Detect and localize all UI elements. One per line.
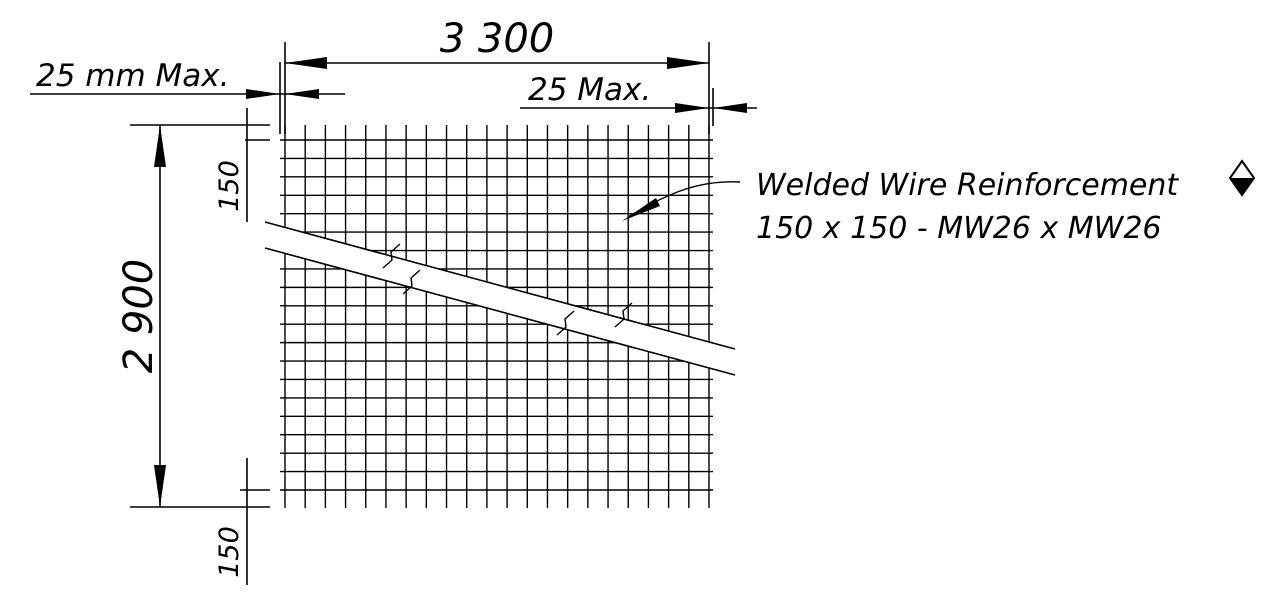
callout-line-1: Welded Wire Reinforcement [756, 168, 1179, 203]
top-spacing-dimension: 150 [214, 108, 270, 222]
overall-height-dimension: 2 900 [116, 124, 270, 508]
left-edge-dimension: 25 mm Max. [30, 58, 345, 134]
diamond-half-filled-icon [1228, 159, 1256, 197]
bottom-spacing-dimension: 150 [214, 458, 270, 585]
right-edge-dimension: 25 Max. [520, 72, 757, 126]
right-edge-max-label: 25 Max. [528, 72, 651, 108]
mesh-vertical-wires [284, 125, 710, 508]
left-edge-max-label: 25 mm Max. [36, 58, 230, 94]
bottom-spacing-label: 150 [214, 526, 245, 578]
overall-height-label: 2 900 [116, 259, 162, 374]
reinforcement-callout: Welded Wire Reinforcement 150 x 150 - MW… [622, 159, 1256, 246]
break-band [264, 221, 736, 376]
overall-width-label: 3 300 [440, 16, 555, 62]
top-spacing-label: 150 [214, 160, 245, 212]
callout-line-2: 150 x 150 - MW26 x MW26 [756, 211, 1162, 246]
overall-width-dimension: 3 300 [284, 16, 710, 134]
